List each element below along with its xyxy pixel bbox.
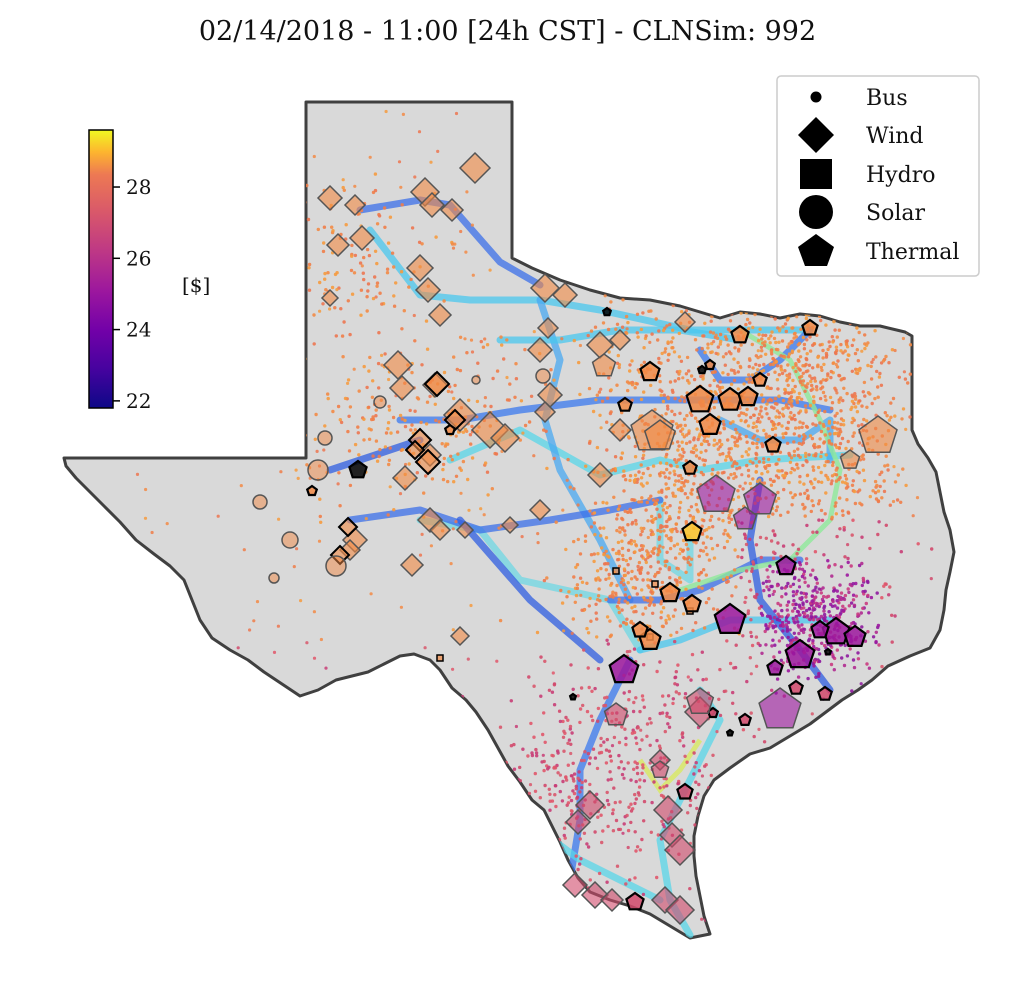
- pentagon-icon: [798, 234, 834, 266]
- legend-label-thermal: Thermal: [866, 240, 959, 265]
- map-title: 02/14/2018 - 11:00 [24h CST] - CLNSim: 9…: [198, 16, 817, 47]
- colorbar-tick-label: 26: [126, 246, 151, 270]
- map-legend: Bus Wind Hydro Solar Thermal: [776, 75, 980, 277]
- square-icon: [800, 159, 832, 189]
- circle-icon: [799, 195, 833, 229]
- colorbar-tick-label: 28: [126, 175, 151, 199]
- generator-markers: [252, 151, 898, 926]
- legend-box: [776, 75, 980, 277]
- legend-label-hydro: Hydro: [866, 163, 935, 188]
- colorbar-tick-label: 22: [126, 389, 151, 413]
- legend-label-wind: Wind: [866, 124, 924, 149]
- legend-label-solar: Solar: [866, 201, 925, 226]
- dot-icon: [810, 91, 822, 103]
- colorbar-tick-label: 24: [126, 318, 151, 342]
- price-colorbar: 22 24 26 28 [$]: [88, 129, 210, 413]
- diamond-icon: [798, 117, 834, 153]
- legend-label-bus: Bus: [866, 86, 908, 111]
- colorbar-gradient: [88, 129, 114, 409]
- colorbar-label: [$]: [182, 273, 210, 297]
